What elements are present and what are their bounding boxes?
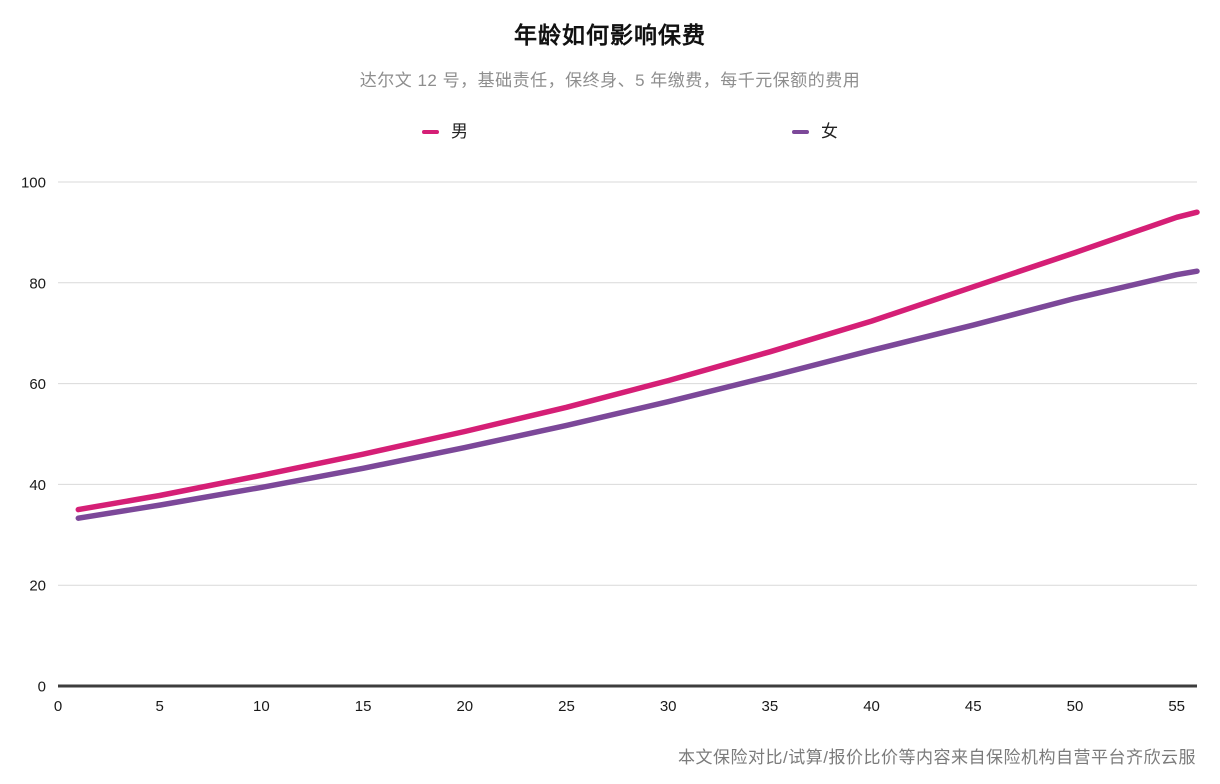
x-tick-label: 55	[1168, 698, 1185, 715]
x-tick-label: 0	[54, 698, 62, 715]
x-tick-label: 35	[762, 698, 779, 715]
x-tick-label: 45	[965, 698, 982, 715]
legend-label-male: 男	[451, 122, 468, 141]
y-tick-label: 60	[29, 376, 46, 393]
x-tick-label: 15	[355, 698, 372, 715]
series-line-female	[75, 268, 1200, 521]
x-tick-label: 30	[660, 698, 677, 715]
chart-title: 年龄如何影响保费	[514, 22, 706, 48]
x-tick-label: 20	[456, 698, 473, 715]
y-tick-label: 100	[21, 175, 46, 192]
x-tick-label: 25	[558, 698, 575, 715]
x-tick-label: 10	[253, 698, 270, 715]
y-tick-label: 40	[29, 477, 46, 494]
legend-dash-male-icon	[422, 129, 439, 134]
legend-item-male[interactable]: 男	[422, 123, 468, 140]
source-note: 本文保险对比/试算/报价比价等内容来自保险机构自营平台齐欣云服	[678, 748, 1196, 767]
legend-dash-female-icon	[792, 129, 809, 134]
series-line-male	[75, 209, 1200, 513]
x-tick-label: 50	[1067, 698, 1084, 715]
y-tick-label: 20	[29, 578, 46, 595]
chart-subtitle: 达尔文 12 号，基础责任，保终身、5 年缴费，每千元保额的费用	[359, 71, 861, 90]
chart-legend: 男 女	[0, 123, 1220, 147]
x-tick-label: 40	[863, 698, 880, 715]
y-tick-label: 0	[38, 679, 46, 696]
legend-label-female: 女	[821, 122, 838, 141]
legend-item-female[interactable]: 女	[792, 123, 838, 140]
x-tick-label: 5	[156, 698, 164, 715]
y-tick-label: 80	[29, 275, 46, 292]
